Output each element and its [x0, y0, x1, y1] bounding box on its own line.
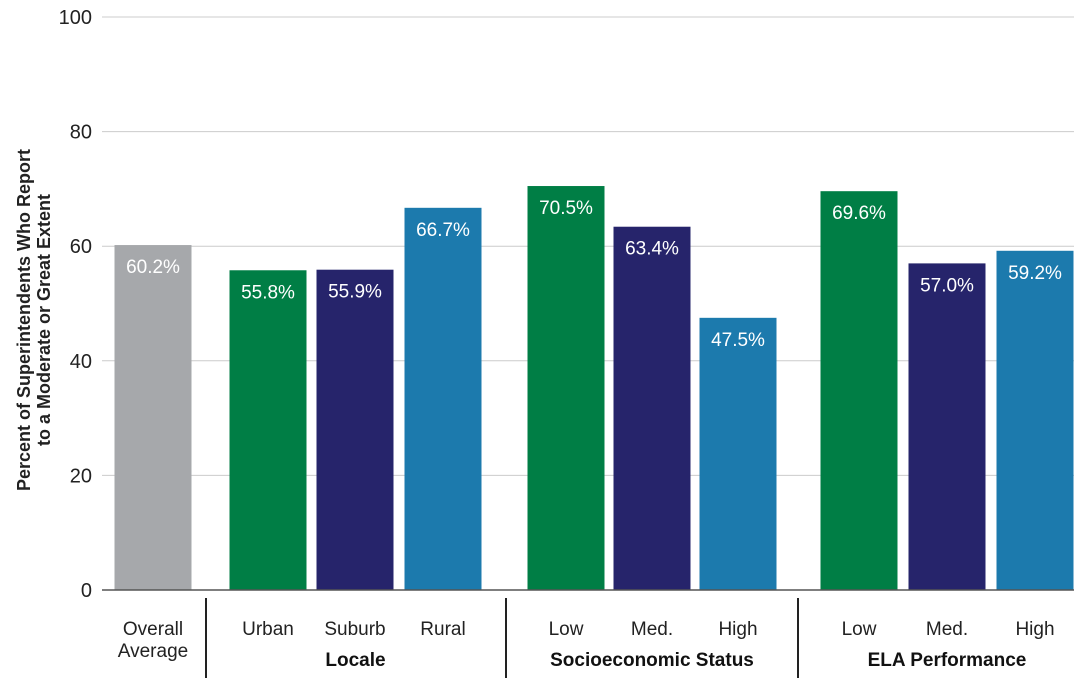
y-tick-label: 80: [70, 122, 92, 144]
bar: [229, 270, 307, 590]
y-axis-title-line: to a Moderate or Great Extent: [34, 194, 54, 446]
x-category-label: Low: [549, 619, 584, 640]
data-label: 66.7%: [416, 220, 470, 241]
bar: [527, 186, 605, 590]
x-category-label: Overall: [123, 619, 183, 640]
bar: [820, 191, 898, 590]
y-tick-label: 60: [70, 236, 92, 258]
data-label: 55.8%: [241, 282, 295, 303]
data-label: 47.5%: [711, 330, 765, 351]
bar: [908, 263, 986, 590]
x-category-label: Rural: [420, 619, 465, 640]
y-tick-label: 100: [59, 7, 92, 29]
group-label: ELA Performance: [868, 650, 1027, 671]
group-label: Socioeconomic Status: [550, 650, 754, 671]
bar: [114, 245, 192, 590]
x-category-label: High: [718, 619, 757, 640]
bar: [699, 317, 777, 590]
data-label: 60.2%: [126, 257, 180, 278]
y-tick-label: 40: [70, 351, 92, 373]
data-label: 55.9%: [328, 282, 382, 303]
data-label: 63.4%: [625, 239, 679, 260]
x-category-label: Urban: [242, 619, 294, 640]
data-label: 69.6%: [832, 203, 886, 224]
data-label: 70.5%: [539, 198, 593, 219]
x-category-label: Average: [118, 641, 188, 662]
y-axis-title: Percent of Superintendents Who Report to …: [14, 149, 54, 491]
x-category-label: High: [1015, 619, 1054, 640]
y-axis-title-line: Percent of Superintendents Who Report: [14, 149, 34, 491]
bar: [316, 269, 394, 590]
x-category-label: Low: [842, 619, 877, 640]
bar: [613, 226, 691, 590]
x-category-label: Med.: [926, 619, 968, 640]
x-category-label: Suburb: [324, 619, 385, 640]
y-tick-label: 20: [70, 465, 92, 487]
group-label: Locale: [325, 650, 385, 671]
x-category-label: Med.: [631, 619, 673, 640]
bar: [404, 207, 482, 590]
data-label: 59.2%: [1008, 263, 1062, 284]
bar: [996, 250, 1074, 590]
data-label: 57.0%: [920, 275, 974, 296]
y-tick-label: 0: [81, 580, 92, 602]
